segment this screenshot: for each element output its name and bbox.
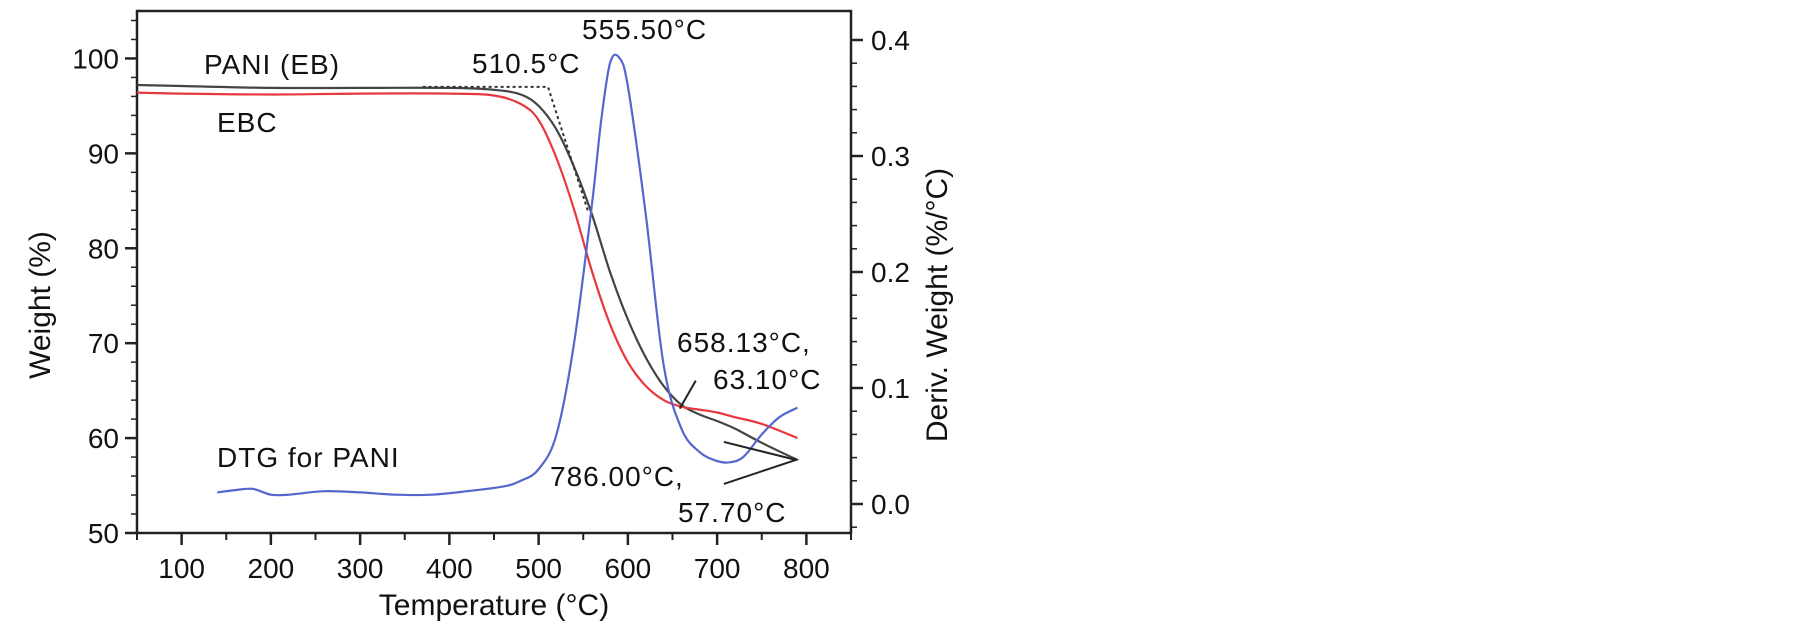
y2-tick-label: 0.3 <box>871 141 910 172</box>
y2-axis-title: Deriv. Weight (%/°C) <box>921 168 954 442</box>
y-tick-label: 60 <box>88 423 119 454</box>
x-tick-label: 500 <box>515 553 562 584</box>
y2-tick-label: 0.1 <box>871 373 910 404</box>
guides-layer <box>422 85 800 485</box>
pani-eb-label: PANI (EB) <box>204 49 340 80</box>
y2-tick-label: 0.2 <box>871 257 910 288</box>
y-tick-label: 80 <box>88 233 119 264</box>
y-axis-title: Weight (%) <box>24 231 57 379</box>
pani-eb-curve <box>136 83 798 461</box>
y2-tick-label: 0.4 <box>871 25 910 56</box>
end-point-label-line1: 786.00°C, <box>550 461 684 492</box>
x-tick-label: 400 <box>426 553 473 584</box>
y-tick-label: 70 <box>88 328 119 359</box>
dtg-curve <box>217 53 799 497</box>
x-tick-label: 700 <box>694 553 741 584</box>
x-tick-label: 600 <box>605 553 652 584</box>
dtg-label: DTG for PANI <box>217 442 400 473</box>
x-tick-label: 300 <box>337 553 384 584</box>
mid-point-label-line1: 658.13°C, <box>677 327 811 358</box>
y-tick-label: 100 <box>72 43 119 74</box>
end-point-label-line2: 57.70°C <box>678 497 787 528</box>
onset-temp-label: 510.5°C <box>472 48 581 79</box>
x-tick-label: 100 <box>158 553 205 584</box>
peak-temp-label: 555.50°C <box>582 14 707 45</box>
mid-point-label-line2: 63.10°C <box>713 364 822 395</box>
onset-tangent-line <box>422 85 589 211</box>
end-point-leader <box>723 440 800 485</box>
x-tick-label: 800 <box>783 553 830 584</box>
y-tick-label: 50 <box>88 518 119 549</box>
y-tick-label: 90 <box>88 138 119 169</box>
ebc-curve <box>136 91 798 440</box>
ebc-label: EBC <box>217 107 278 138</box>
ticks-layer: 100 200 300 400 500 600 700 800 50 60 70 80 90 100 0.0… <box>72 19 910 584</box>
series-layer <box>136 53 799 497</box>
mid-point-leader <box>678 380 697 410</box>
x-tick-label: 200 <box>248 553 295 584</box>
x-axis-title: Temperature (°C) <box>379 589 609 622</box>
y2-tick-label: 0.0 <box>871 489 910 520</box>
